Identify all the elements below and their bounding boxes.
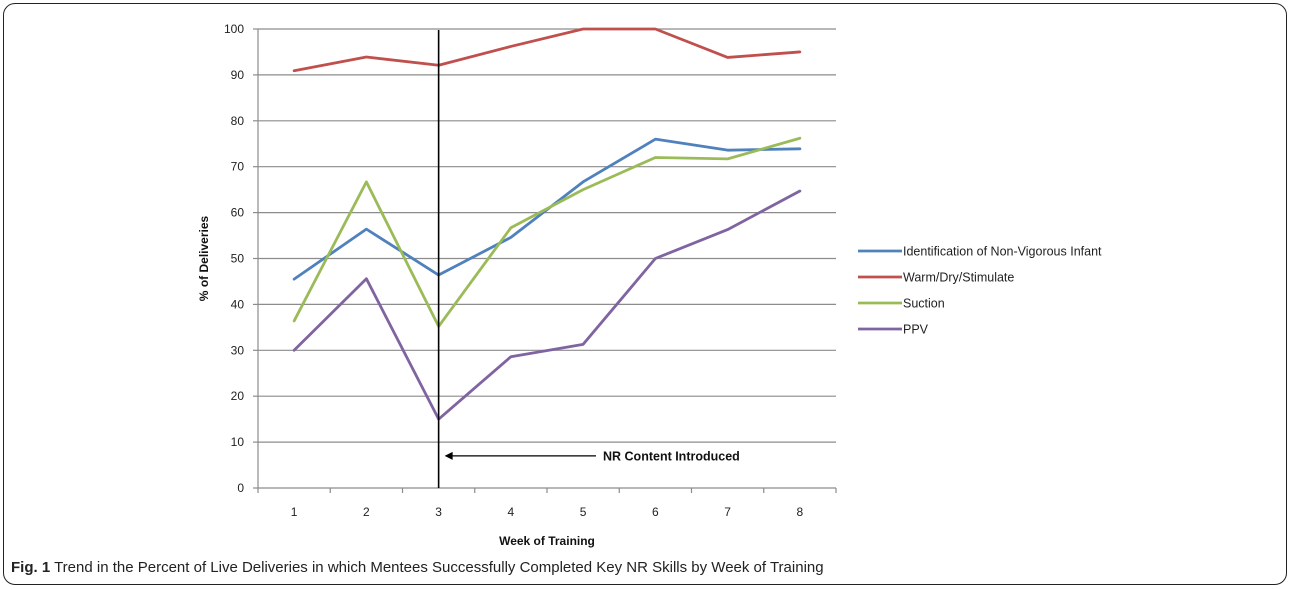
- series-line-suction: [292, 136, 802, 328]
- y-tick-label-50: 50: [231, 252, 245, 266]
- series-lines: [292, 27, 802, 421]
- legend-label-warm-dry-stimulate: Warm/Dry/Stimulate: [903, 271, 1014, 285]
- x-tick-label-6: 6: [652, 505, 659, 519]
- caption-text: Trend in the Percent of Live Deliveries …: [54, 559, 824, 576]
- x-tick-label-1: 1: [291, 505, 298, 519]
- y-tick-label-30: 30: [231, 343, 245, 357]
- x-tick-label-3: 3: [435, 505, 442, 519]
- y-tick-label-0: 0: [237, 481, 244, 495]
- gridlines: [253, 28, 836, 489]
- series-line-warm-dry-stimulate: [292, 27, 802, 73]
- y-tick-label-40: 40: [231, 297, 245, 311]
- y-tick-label-80: 80: [231, 114, 245, 128]
- legend: Identification of Non-Vigorous Infant War…: [858, 245, 1102, 337]
- y-tick-label-70: 70: [231, 160, 245, 174]
- x-tick-label-2: 2: [363, 505, 370, 519]
- figure-caption: Fig. 1 Trend in the Percent of Live Deli…: [11, 559, 1281, 576]
- x-axis: [257, 488, 837, 493]
- legend-label-suction: Suction: [903, 297, 945, 311]
- annotation-arrow-head: [444, 451, 453, 460]
- y-axis-title: % of Deliveries: [197, 215, 211, 301]
- x-tick-labels: 1 2 3 4 5 6 7 8: [291, 505, 804, 519]
- y-tick-label-20: 20: [231, 389, 245, 403]
- x-tick-label-7: 7: [724, 505, 731, 519]
- legend-label-ppv: PPV: [903, 323, 929, 337]
- annotation-label: NR Content Introduced: [603, 449, 740, 463]
- x-axis-title: Week of Training: [499, 534, 595, 548]
- caption-label: Fig. 1: [11, 559, 51, 576]
- y-tick-labels: 0 10 20 30 40 50 60 70 80 90 100: [224, 22, 244, 495]
- legend-label-identification-of-non-vigorous-infant: Identification of Non-Vigorous Infant: [903, 245, 1102, 259]
- y-tick-label-100: 100: [224, 22, 244, 36]
- x-tick-label-4: 4: [508, 505, 515, 519]
- y-tick-label-10: 10: [231, 435, 245, 449]
- x-tick-label-5: 5: [580, 505, 587, 519]
- y-tick-label-90: 90: [231, 68, 245, 82]
- annotation: NR Content Introduced: [437, 30, 740, 488]
- series-line-ppv: [292, 189, 802, 421]
- y-tick-label-60: 60: [231, 206, 245, 220]
- x-tick-label-8: 8: [797, 505, 804, 519]
